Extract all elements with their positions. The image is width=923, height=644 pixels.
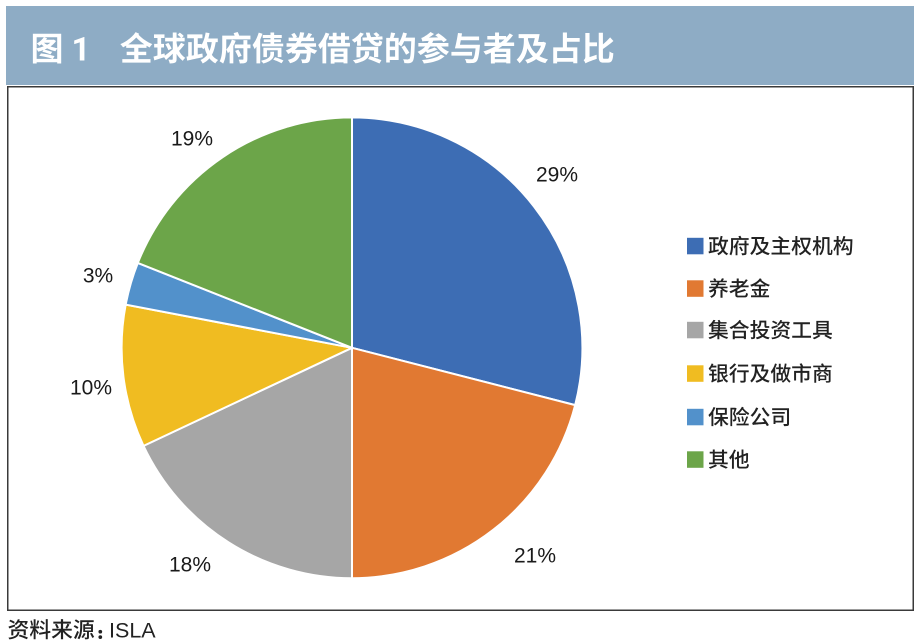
svg-text:18%: 18% xyxy=(169,554,211,577)
svg-text:21%: 21% xyxy=(514,545,556,568)
svg-text:3%: 3% xyxy=(83,265,113,288)
svg-text:ISLA: ISLA xyxy=(109,619,156,643)
svg-text:10%: 10% xyxy=(70,377,112,400)
svg-text:19%: 19% xyxy=(171,128,213,151)
svg-text:29%: 29% xyxy=(536,164,578,187)
